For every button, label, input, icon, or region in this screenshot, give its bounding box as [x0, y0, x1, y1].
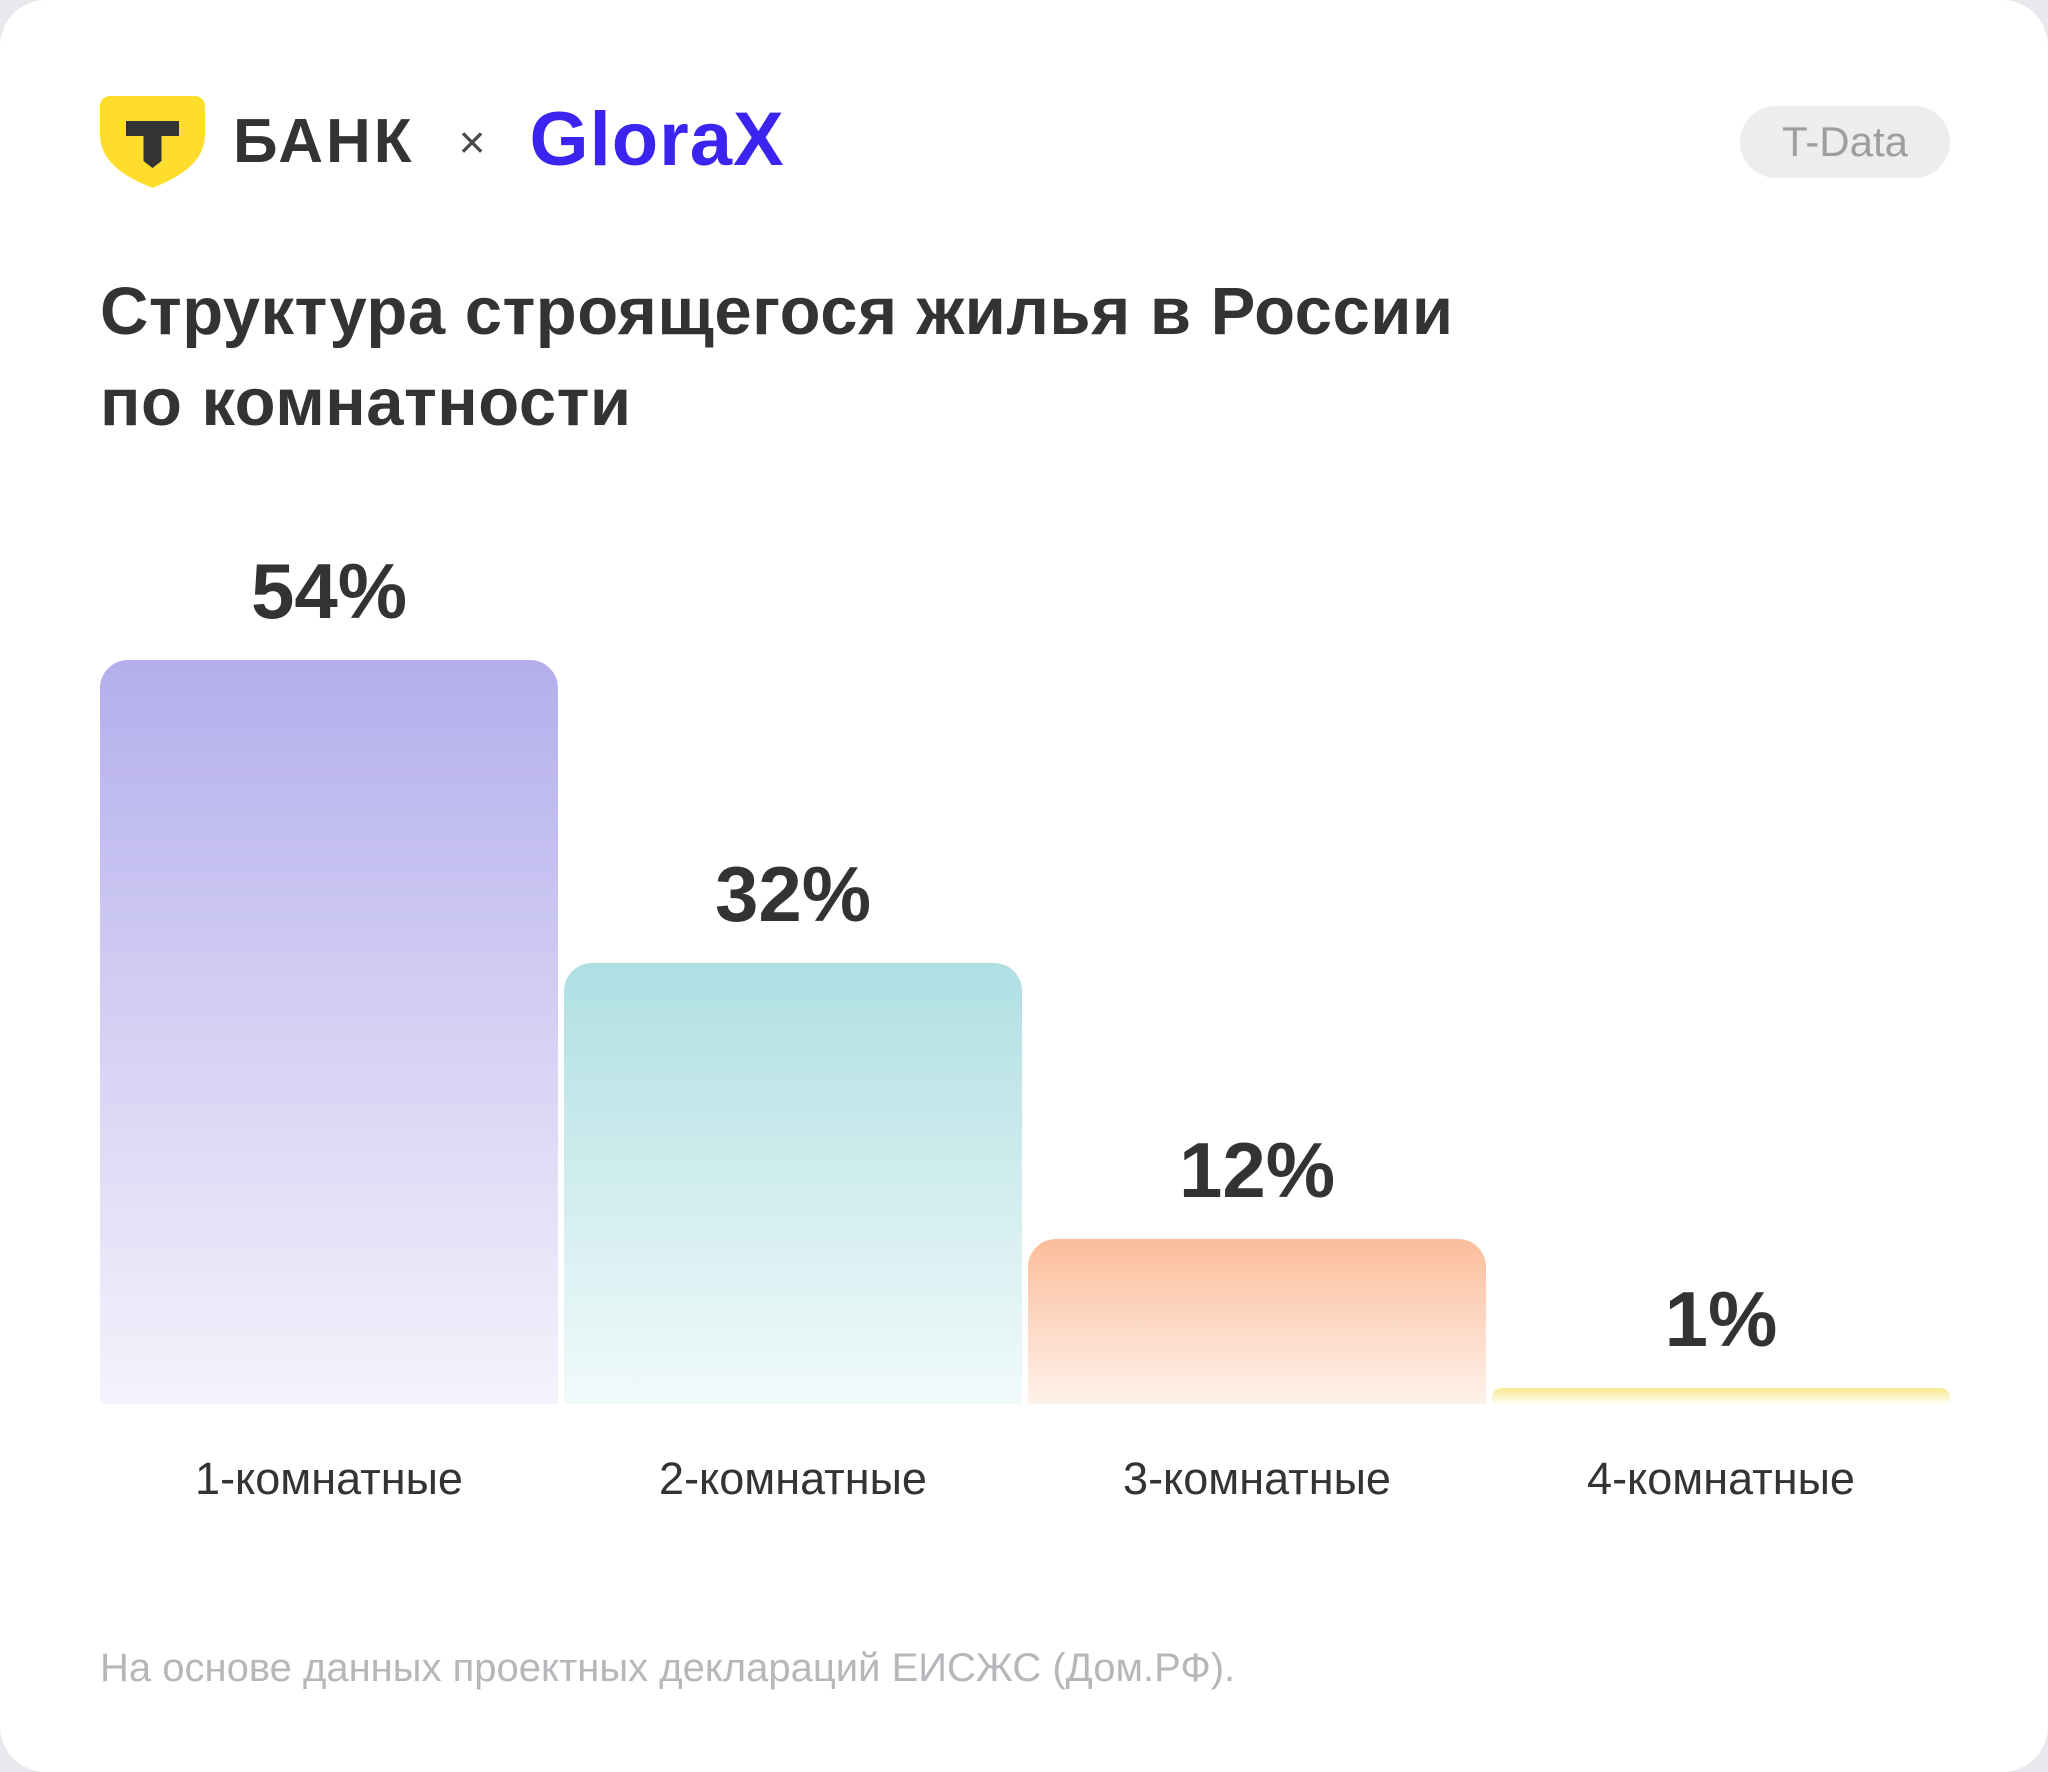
- collab-x-separator: ×: [458, 116, 486, 168]
- bar-3-room: [1028, 1239, 1486, 1404]
- bar-chart: 54% 32% 12% 1%: [100, 552, 1950, 1404]
- bar-column-2-room: 32%: [564, 855, 1022, 1404]
- category-label: 3-комнатные: [1123, 1453, 1391, 1504]
- bar-4-room: [1492, 1388, 1950, 1404]
- tbank-shield-icon: [100, 96, 205, 188]
- title-line-1: Структура строящегося жилья в России: [100, 274, 1454, 349]
- header: БАНК × GloraX T-Data: [100, 96, 1950, 188]
- value-label: 32%: [714, 850, 872, 938]
- bar-1-room: [100, 660, 558, 1404]
- tbank-wordmark: БАНК: [233, 107, 415, 176]
- category-label: 1-комнатные: [195, 1453, 463, 1504]
- bar-2-room: [564, 963, 1022, 1404]
- bar-column-4-room: 1%: [1492, 1280, 1950, 1404]
- title-line-2: по комнатности: [100, 365, 632, 441]
- page-title: Структура строящегося жилья в России по …: [100, 266, 1454, 448]
- source-note: На основе данных проектных деклараций ЕИ…: [100, 1646, 1236, 1690]
- value-label: 54%: [250, 547, 408, 635]
- category-label: 2-комнатные: [659, 1453, 927, 1504]
- t-data-badge: T-Data: [1739, 106, 1950, 178]
- bar-column-3-room: 12%: [1028, 1131, 1486, 1404]
- bar-column-1-room: 54%: [100, 552, 558, 1404]
- category-axis: 1-комнатные 2-комнатные 3-комнатные 4-ко…: [100, 1452, 1950, 1506]
- value-label: 1%: [1664, 1275, 1778, 1363]
- value-label: 12%: [1178, 1126, 1336, 1214]
- category-label: 4-комнатные: [1587, 1453, 1855, 1504]
- glorax-logo: GloraX: [529, 97, 785, 182]
